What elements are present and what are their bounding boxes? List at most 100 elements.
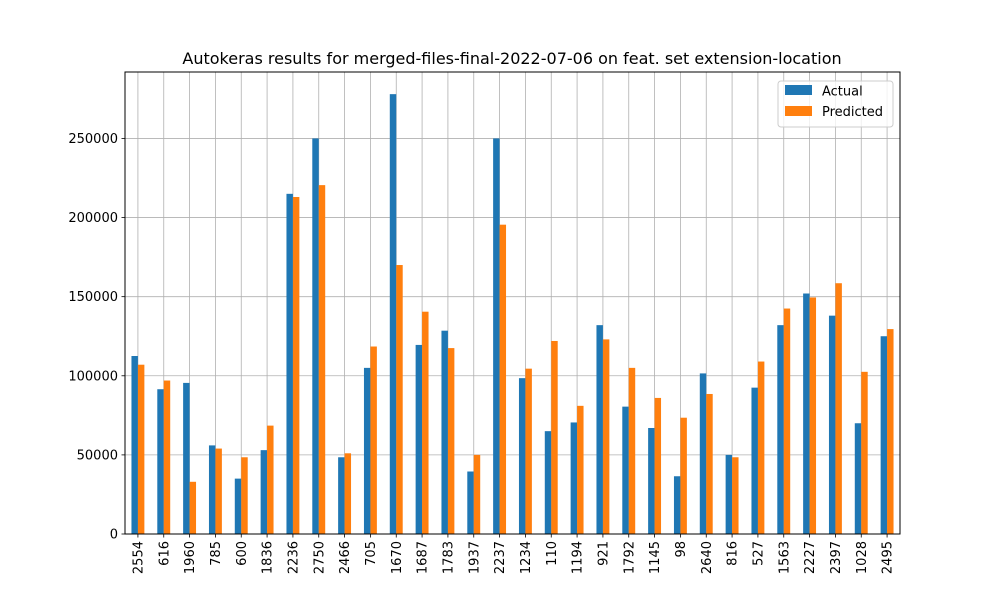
x-tick-label: 2466 (338, 541, 353, 574)
legend-swatch-predicted (785, 106, 812, 116)
bar-predicted (267, 425, 274, 534)
bar-actual (854, 423, 862, 534)
bar-actual (699, 373, 707, 534)
bar-predicted (137, 364, 145, 534)
y-tick-label: 50000 (77, 448, 118, 463)
x-axis: 2554 616 1960 785 600 1836 2236 2750 2466 705 1670… (131, 534, 896, 574)
bar-actual (828, 315, 836, 534)
bar-predicted (241, 457, 248, 534)
bar-predicted (447, 348, 455, 534)
bar-actual (880, 336, 888, 534)
bar-actual (570, 422, 578, 534)
bar-predicted (809, 297, 817, 534)
bar-predicted (551, 340, 558, 534)
bar-actual (518, 378, 526, 534)
bar-actual (286, 193, 293, 534)
legend: Actual Predicted (777, 80, 894, 128)
x-tick-label: 2237 (493, 541, 508, 574)
bar-predicted (887, 329, 894, 534)
x-tick-label: 785 (209, 541, 224, 566)
x-tick-label: 2640 (700, 541, 715, 574)
legend-label-actual: Actual (822, 85, 863, 100)
x-tick-label: 2397 (829, 541, 844, 574)
x-tick-label: 1687 (416, 541, 431, 574)
bar-predicted (525, 368, 532, 534)
bar-predicted (499, 224, 507, 534)
bar-actual (544, 431, 552, 534)
legend-swatch-actual (785, 85, 812, 95)
y-tick-label: 100000 (68, 369, 118, 384)
x-tick-label: 1563 (777, 541, 792, 574)
bar-actual (725, 454, 733, 534)
bar-actual (803, 293, 810, 534)
bar-actual (363, 367, 371, 534)
x-tick-label: 2554 (131, 541, 146, 574)
bar-actual (648, 427, 655, 534)
chart-title: Autokeras results for merged-files-final… (182, 49, 841, 68)
bar-predicted (163, 380, 171, 534)
plot-frame (124, 71, 901, 535)
bar-predicted (396, 265, 403, 534)
x-tick-label: 1783 (441, 541, 456, 574)
bar-actual (777, 325, 784, 534)
x-tick-label: 816 (726, 541, 741, 566)
bar-actual (467, 471, 474, 534)
bar-predicted (757, 361, 765, 534)
x-tick-label: 98 (674, 541, 689, 558)
x-tick-label: 1960 (183, 541, 198, 574)
x-tick-label: 2236 (286, 541, 301, 574)
bar-predicted (835, 283, 842, 534)
y-tick-label: 250000 (68, 132, 118, 147)
x-tick-label: 1234 (519, 541, 534, 574)
bar-predicted (628, 367, 636, 534)
bar-predicted (861, 371, 868, 534)
bar-actual (338, 457, 345, 534)
bar-actual (493, 138, 500, 534)
bar-predicted (732, 457, 739, 534)
bar-predicted (422, 311, 429, 534)
x-tick-label: 1145 (648, 541, 663, 574)
bar-predicted (292, 196, 300, 534)
bar-predicted (215, 448, 222, 534)
x-tick-label: 1670 (390, 541, 405, 574)
bar-predicted (602, 339, 610, 534)
bar-actual (751, 387, 758, 534)
bar-actual (312, 138, 319, 534)
x-tick-label: 527 (751, 541, 766, 566)
x-tick-label: 1792 (622, 541, 637, 574)
x-tick-label: 1836 (261, 541, 276, 574)
x-tick-label: 1194 (571, 541, 586, 574)
bar-predicted (706, 393, 713, 534)
y-tick-label: 200000 (68, 211, 118, 226)
y-tick-label: 150000 (68, 290, 118, 305)
bar-actual (441, 330, 448, 534)
bar-actual (389, 94, 397, 534)
bar-predicted (189, 481, 197, 534)
y-tick-label: 0 (110, 528, 118, 543)
bar-predicted (654, 397, 662, 534)
x-tick-label: 2750 (312, 541, 327, 574)
x-tick-label: 2227 (803, 541, 818, 574)
x-tick-label: 110 (545, 541, 560, 566)
bar-predicted (577, 405, 584, 534)
bar-predicted (370, 346, 377, 534)
x-tick-label: 1937 (467, 541, 482, 574)
bar-predicted (344, 453, 352, 534)
bar-actual (415, 344, 423, 534)
y-axis: 0 50000 100000 150000 200000 250000 (68, 132, 125, 543)
x-tick-label: 616 (157, 541, 172, 566)
bar-actual (208, 445, 216, 534)
bar-actual (183, 382, 190, 534)
bars (131, 94, 894, 534)
bar-predicted (318, 185, 326, 534)
x-tick-label: 1028 (855, 541, 870, 574)
bar-actual (157, 389, 164, 534)
bar-predicted (783, 308, 791, 534)
bar-actual (673, 476, 681, 534)
bar-actual (131, 356, 138, 534)
x-tick-label: 2495 (881, 541, 896, 574)
x-tick-label: 705 (364, 541, 379, 566)
x-tick-label: 600 (235, 541, 250, 566)
x-tick-label: 921 (596, 541, 611, 566)
